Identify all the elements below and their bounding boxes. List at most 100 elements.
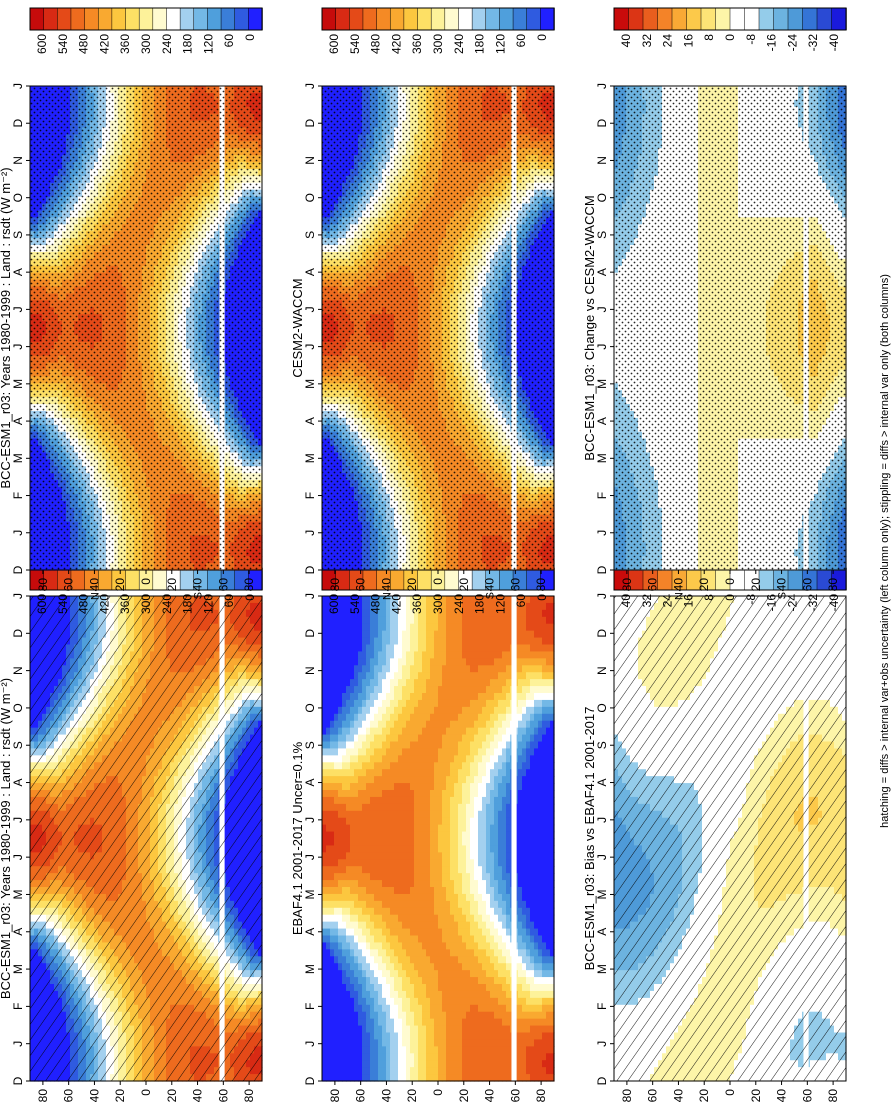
heatmap-cell	[338, 901, 343, 909]
heatmap-cell	[346, 929, 351, 937]
heatmap-cell	[346, 998, 351, 1006]
heatmap-cell	[346, 651, 351, 659]
heatmap-cell	[334, 852, 339, 860]
heatmap-cell	[322, 1033, 327, 1041]
heatmap-cell	[342, 984, 347, 992]
heatmap-cell	[350, 658, 355, 666]
heatmap-cell	[362, 610, 367, 618]
heatmap-cell	[366, 672, 371, 680]
heatmap-cell	[366, 776, 371, 784]
heatmap-cell	[338, 970, 343, 978]
heatmap-cell	[342, 873, 347, 881]
heatmap-cell	[354, 852, 359, 860]
heatmap-cell	[358, 735, 363, 743]
heatmap-cell	[330, 728, 335, 736]
heatmap-cell	[346, 707, 351, 715]
heatmap-cell	[366, 748, 371, 756]
heatmap-cell	[342, 818, 347, 826]
heatmap-cell	[326, 984, 331, 992]
heatmap-cell	[354, 748, 359, 756]
heatmap-cell	[338, 949, 343, 957]
heatmap-cell	[354, 825, 359, 833]
heatmap-cell	[334, 700, 339, 708]
heatmap-cell	[342, 665, 347, 673]
heatmap-cell	[362, 762, 367, 770]
heatmap-cell	[346, 776, 351, 784]
heatmap-cell	[362, 1026, 367, 1034]
heatmap-cell	[322, 991, 327, 999]
heatmap-cell	[350, 845, 355, 853]
heatmap-cell	[346, 894, 351, 902]
heatmap-cell	[366, 638, 371, 646]
heatmap-cell	[326, 1005, 331, 1013]
heatmap-cell	[358, 645, 363, 653]
heatmap-cell	[326, 714, 331, 722]
heatmap-cell	[326, 852, 331, 860]
heatmap-cell	[338, 686, 343, 694]
heatmap-cell	[362, 665, 367, 673]
heatmap-cell	[354, 1005, 359, 1013]
heatmap-cell	[326, 1026, 331, 1034]
heatmap-cell	[346, 762, 351, 770]
heatmap-cell	[326, 1074, 331, 1082]
heatmap-cell	[342, 679, 347, 687]
heatmap-cell	[338, 866, 343, 874]
heatmap-cell	[334, 818, 339, 826]
heatmap-cell	[366, 825, 371, 833]
heatmap-cell	[366, 797, 371, 805]
heatmap-cell	[362, 721, 367, 729]
heatmap-cell	[346, 991, 351, 999]
heatmap-cell	[362, 998, 367, 1006]
heatmap-cell	[346, 742, 351, 750]
month-tick-label: J	[11, 854, 25, 860]
heatmap-cell	[350, 970, 355, 978]
heatmap-cell	[322, 721, 327, 729]
heatmap-cell	[354, 769, 359, 777]
heatmap-cell	[334, 1026, 339, 1034]
heatmap-cell	[362, 617, 367, 625]
lat-tick-label: 80	[36, 1089, 50, 1102]
heatmap-cell	[338, 1012, 343, 1020]
heatmap-cell	[366, 977, 371, 985]
heatmap-cell	[322, 790, 327, 798]
heatmap-cell	[338, 845, 343, 853]
heatmap-cell	[362, 977, 367, 985]
heatmap-cell	[358, 859, 363, 867]
heatmap-cell	[362, 797, 367, 805]
heatmap-cell	[346, 936, 351, 944]
heatmap-cell	[334, 804, 339, 812]
heatmap-cell	[322, 845, 327, 853]
heatmap-cell	[342, 700, 347, 708]
heatmap-cell	[330, 915, 335, 923]
heatmap-cell	[342, 631, 347, 639]
heatmap-cell	[342, 901, 347, 909]
heatmap-cell	[346, 949, 351, 957]
heatmap-cell	[330, 942, 335, 950]
heatmap-cell	[362, 915, 367, 923]
heatmap-cell	[362, 866, 367, 874]
heatmap-cell	[342, 645, 347, 653]
heatmap-cell	[330, 693, 335, 701]
heatmap-cell	[366, 880, 371, 888]
heatmap-cell	[354, 894, 359, 902]
heatmap-cell	[346, 1033, 351, 1041]
heatmap-cell	[326, 707, 331, 715]
heatmap-cell	[346, 672, 351, 680]
heatmap-cell	[358, 631, 363, 639]
heatmap-cell	[322, 1053, 327, 1061]
heatmap-cell	[330, 922, 335, 930]
heatmap-cell	[342, 936, 347, 944]
heatmap-cell	[322, 901, 327, 909]
heatmap-cell	[334, 859, 339, 867]
heatmap-cell	[326, 624, 331, 632]
heatmap-cell	[358, 929, 363, 937]
heatmap-cell	[338, 1039, 343, 1047]
heatmap-cell	[322, 658, 327, 666]
heatmap-cell	[326, 998, 331, 1006]
heatmap-cell	[326, 942, 331, 950]
heatmap-cell	[358, 755, 363, 763]
heatmap-cell	[338, 755, 343, 763]
heatmap-cell	[354, 991, 359, 999]
heatmap-cell	[354, 693, 359, 701]
heatmap-cell	[366, 970, 371, 978]
